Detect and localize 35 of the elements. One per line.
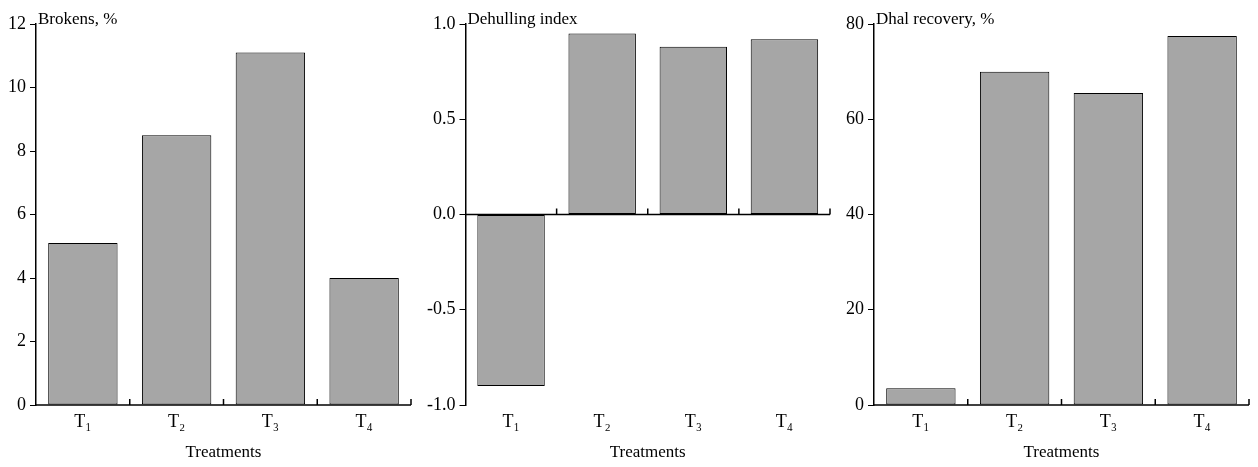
y-tick-label: 0.0 xyxy=(432,203,456,224)
y-tick-label: 10 xyxy=(8,76,26,97)
y-tick-label: 8 xyxy=(17,139,26,160)
y-tick-label: 12 xyxy=(8,12,26,33)
x-tick-label: T₁ xyxy=(74,410,92,431)
y-axis-title: Brokens, % xyxy=(38,8,118,28)
x-tick-label: T₁ xyxy=(912,410,930,431)
y-axis-title: Dhal recovery, % xyxy=(876,8,995,28)
x-tick-label: T₂ xyxy=(1005,410,1024,431)
x-tick-label: T₃ xyxy=(684,410,702,431)
x-tick-label: T₃ xyxy=(261,410,280,431)
x-tick-label: T₁ xyxy=(502,410,520,431)
y-tick-label: 6 xyxy=(17,203,26,224)
y-tick-label: -1.0 xyxy=(426,393,456,414)
y-tick-label: 60 xyxy=(846,107,864,128)
y-tick-label: 0 xyxy=(17,393,26,414)
y-axis-title: Dehulling index xyxy=(467,8,578,28)
x-tick-label: T₃ xyxy=(1099,410,1118,431)
x-axis-title: Treatments xyxy=(609,442,686,462)
x-tick-label: T₂ xyxy=(167,410,186,431)
x-tick-label: T₄ xyxy=(355,410,373,431)
x-axis-title: Treatments xyxy=(185,442,262,462)
y-tick-label: 20 xyxy=(846,298,864,319)
x-axis-title: Treatments xyxy=(1023,442,1100,462)
x-tick-label: T₄ xyxy=(1193,410,1211,431)
y-tick-label: -0.5 xyxy=(426,298,456,319)
y-tick-label: 1.0 xyxy=(432,12,456,33)
y-tick-label: 40 xyxy=(846,203,864,224)
y-tick-label: 2 xyxy=(17,330,26,351)
y-tick-label: 0.5 xyxy=(432,107,456,128)
x-tick-label: T₂ xyxy=(593,410,611,431)
y-tick-label: 4 xyxy=(17,266,26,287)
y-tick-label: 0 xyxy=(855,393,864,414)
x-tick-label: T₄ xyxy=(775,410,794,431)
y-tick-label: 80 xyxy=(846,12,864,33)
